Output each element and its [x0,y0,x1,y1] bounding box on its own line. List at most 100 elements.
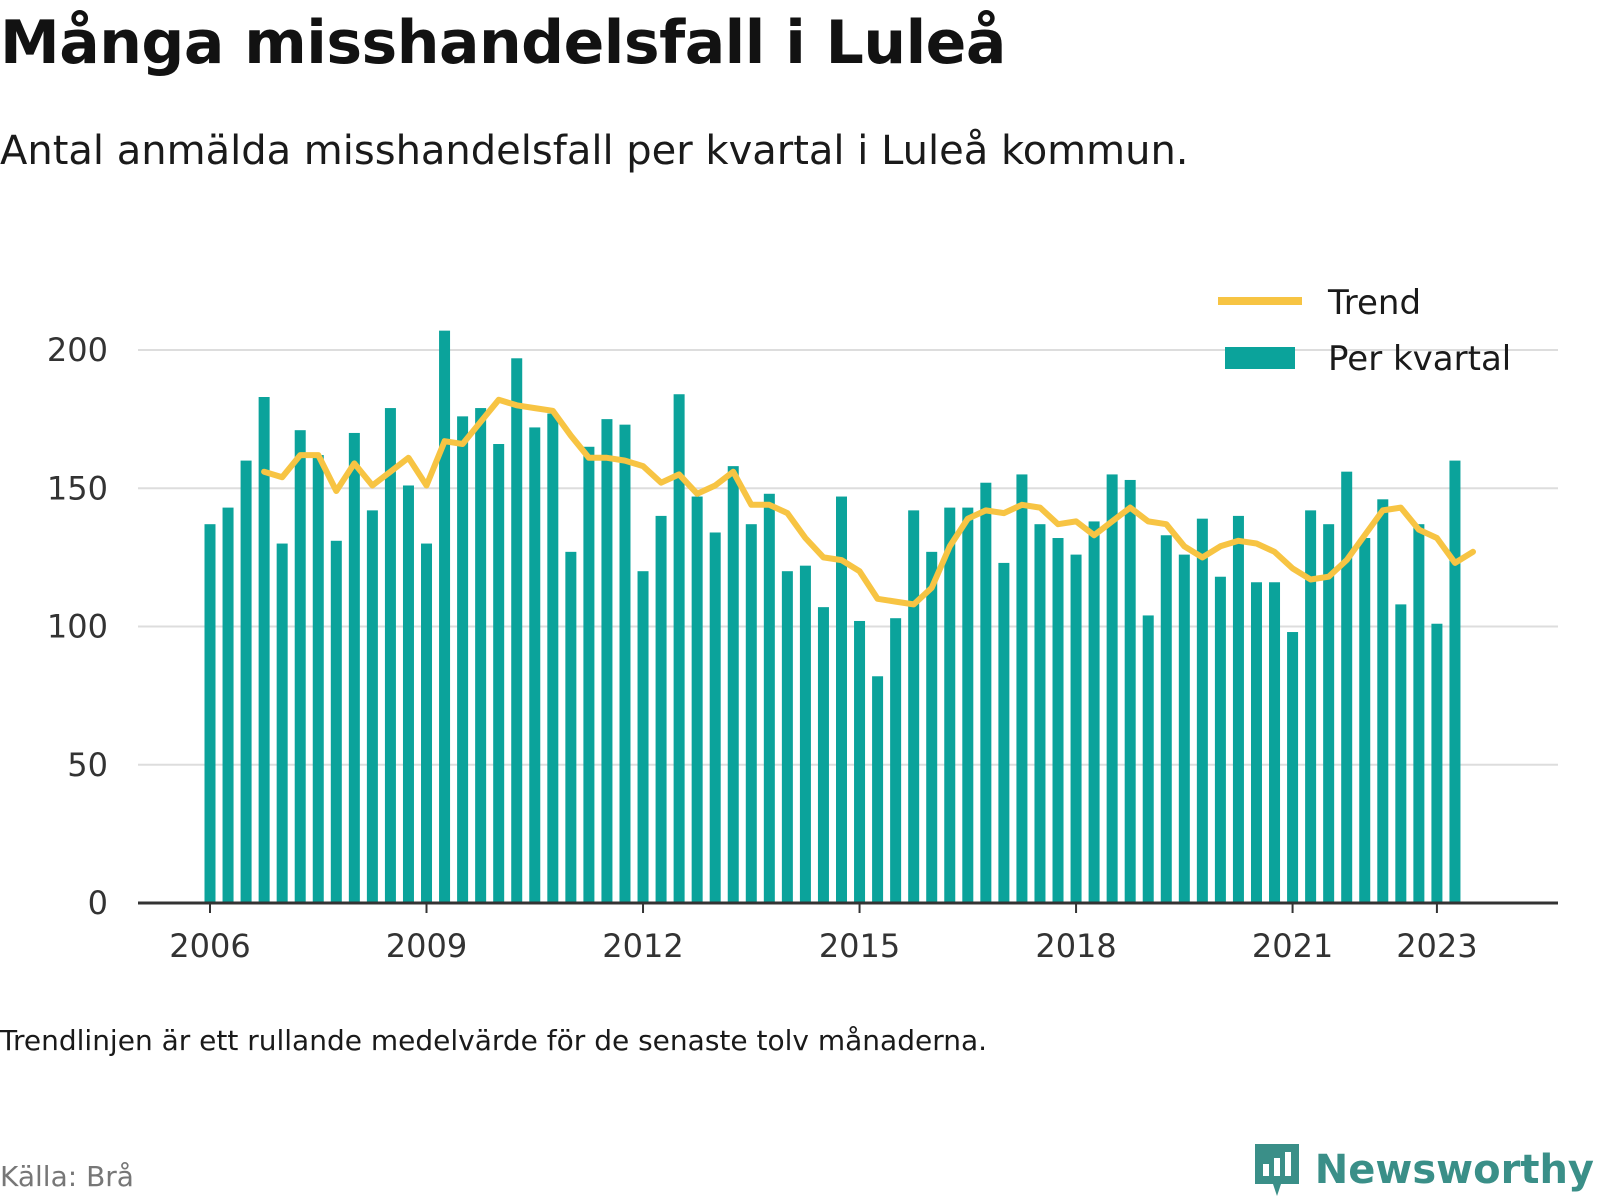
bar [781,571,793,903]
bar [1142,615,1154,903]
x-tick-label: 2012 [602,927,683,965]
bar [529,427,541,903]
x-tick-label: 2006 [169,927,250,965]
bar [637,571,649,903]
source-label: Källa: Brå [0,1160,134,1193]
bar [1016,474,1028,903]
bar [1214,576,1226,903]
y-tick-label: 50 [67,746,108,784]
x-tick-label: 2023 [1396,927,1477,965]
bar [601,419,613,903]
bar-line-chart: 0 50 100 150 200 2006 2009 2012 2015 2018 2021 202… [47,283,1558,965]
bar [276,543,288,903]
bar [836,496,847,903]
bar [565,551,577,903]
bar [457,416,469,903]
bar [926,551,938,903]
bar [204,524,216,903]
bar [998,562,1010,903]
legend-per-kvartal-swatch [1225,347,1295,369]
bar [980,482,992,903]
y-tick-label: 0 [88,884,108,922]
brand-name: Newsworthy [1314,1147,1594,1193]
bar [240,460,252,903]
bar [727,466,739,903]
chart-title: Många misshandelsfall i Luleå [0,8,1006,78]
trend-line [261,396,1476,608]
brand-logo: Newsworthy [1251,1140,1594,1200]
bar [330,540,342,903]
bar [655,515,667,903]
bar [673,394,685,903]
y-tick-label: 150 [47,469,108,507]
bar [583,446,595,903]
bar [421,543,433,903]
bar [1106,474,1118,903]
bar [366,510,378,903]
bar [493,444,505,903]
legend: Trend Per kvartal [1218,283,1511,379]
x-axis [138,901,1558,913]
bar [1034,524,1046,903]
bar [1178,554,1190,903]
bar [1232,515,1244,903]
bar [799,565,811,903]
x-tick-label: 2021 [1252,927,1333,965]
y-tick-label: 200 [47,331,108,369]
x-tick-label: 2009 [386,927,467,965]
bar [619,424,631,903]
bar [511,358,523,903]
bar [890,618,902,903]
bar [547,413,559,903]
bar [384,408,396,903]
bar [312,455,324,903]
bar [1431,623,1443,903]
bar [854,620,866,903]
bar [222,507,234,903]
bar [439,330,451,903]
bar [817,607,829,903]
y-axis-tick-labels: 0 50 100 150 200 [47,331,108,922]
bar [1124,479,1136,903]
bar [1359,538,1371,903]
bar [962,507,974,903]
bar [709,532,721,903]
legend-per-kvartal-label: Per kvartal [1328,339,1511,379]
bar [258,397,270,903]
bar [908,510,920,903]
bar [1287,632,1299,903]
bar [348,432,360,903]
x-axis-tick-labels: 2006 2009 2012 2015 2018 2021 2023 [169,927,1477,965]
bar [1323,524,1335,903]
x-tick-label: 2015 [819,927,900,965]
bar [1377,499,1389,903]
bar [1395,604,1407,903]
trend-series [261,396,1476,608]
bar [872,676,884,903]
bar [1088,521,1100,903]
newsworthy-logo-icon [1254,1144,1299,1196]
bar [1070,554,1082,903]
bar [1413,524,1425,903]
bar [1449,460,1461,903]
bars-per-kvartal [204,330,1461,903]
x-tick-label: 2018 [1035,927,1116,965]
bar [944,507,956,903]
bar [294,430,306,903]
bar [1269,582,1281,903]
y-tick-label: 100 [47,608,108,646]
bar [1160,535,1172,903]
bar [1305,510,1317,903]
bar [1196,518,1208,903]
chart-subtitle: Antal anmälda misshandelsfall per kvarta… [0,128,1189,174]
bar [1341,471,1353,903]
legend-trend-label: Trend [1327,283,1421,323]
bar [475,408,487,903]
bar [1250,582,1262,903]
bar [745,524,757,903]
bar [763,493,775,903]
bar [1052,538,1064,903]
bar [691,496,703,903]
footnote: Trendlinjen är ett rullande medelvärde f… [0,1024,988,1057]
bar [402,485,414,903]
